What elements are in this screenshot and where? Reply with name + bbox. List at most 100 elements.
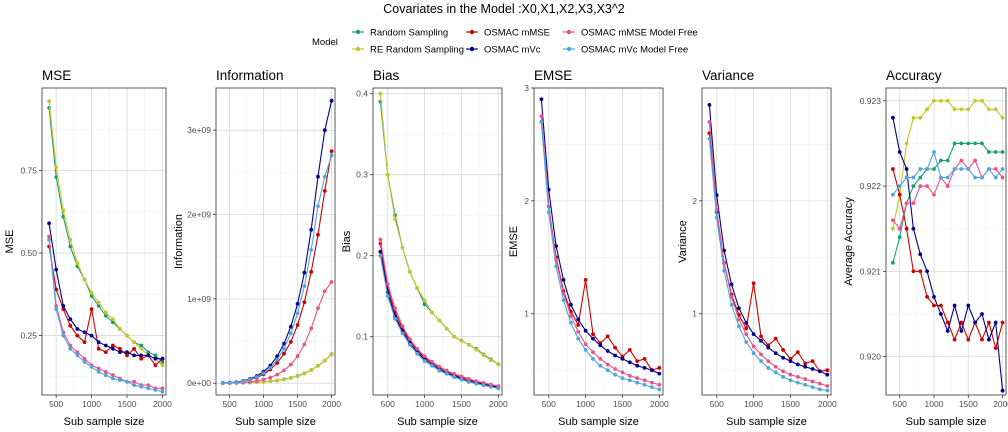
data-point — [393, 306, 397, 311]
data-point — [103, 313, 108, 318]
data-point — [818, 381, 822, 386]
data-point — [605, 349, 610, 353]
legend: Model Random Sampling RE Random Sampling OS… — [312, 28, 698, 56]
data-point — [973, 98, 977, 103]
data-point — [729, 282, 734, 287]
x-tick-label: 1500 — [613, 399, 632, 409]
data-point — [111, 346, 115, 351]
y-tick-label: 0.2 — [356, 251, 368, 261]
data-point — [408, 270, 412, 274]
data-point — [911, 269, 916, 274]
series-group — [707, 103, 830, 393]
data-point — [569, 302, 573, 307]
data-point — [825, 388, 830, 393]
data-point — [952, 141, 957, 146]
data-point — [932, 167, 936, 171]
data-point — [939, 158, 943, 163]
figure-title: Covariates in the Model :X0,X1,X2,X3,X3^… — [383, 2, 624, 16]
data-point — [288, 376, 293, 380]
data-point — [620, 376, 625, 380]
data-point — [766, 345, 771, 350]
data-point — [132, 383, 137, 387]
data-point — [911, 226, 916, 231]
data-point — [897, 235, 902, 240]
data-point — [737, 324, 741, 329]
data-point — [973, 175, 977, 180]
plot-area — [42, 88, 166, 395]
data-point — [466, 376, 471, 381]
data-point — [635, 376, 640, 380]
plot-area — [216, 88, 335, 395]
legend-key-point — [355, 46, 361, 52]
data-point — [139, 384, 144, 389]
legend-key-point — [566, 46, 572, 52]
data-point — [111, 320, 115, 325]
data-point — [966, 141, 971, 146]
data-point — [932, 303, 936, 308]
data-point — [132, 353, 137, 358]
data-point — [481, 383, 486, 388]
data-point — [146, 350, 151, 354]
data-point — [474, 381, 479, 386]
data-point — [111, 317, 115, 321]
data-point — [288, 362, 293, 367]
legend-item: OSMAC mVc — [466, 45, 541, 56]
data-point — [627, 360, 632, 365]
data-point — [993, 175, 998, 180]
data-point — [781, 348, 785, 352]
data-point — [160, 389, 165, 394]
data-point — [966, 337, 971, 342]
data-point — [302, 371, 307, 376]
data-point — [759, 352, 763, 357]
data-point — [773, 370, 778, 375]
y-tick-label: 0.921 — [860, 266, 882, 276]
data-point — [385, 172, 390, 177]
data-point — [737, 306, 741, 310]
data-point — [139, 356, 144, 361]
data-point — [466, 342, 471, 347]
data-point — [103, 350, 108, 354]
data-point — [657, 387, 662, 392]
data-point — [322, 128, 327, 133]
data-point — [118, 350, 122, 354]
data-point — [378, 91, 383, 96]
y-axis-label: MSE — [4, 230, 16, 254]
data-point — [422, 354, 427, 358]
data-point — [111, 376, 115, 381]
data-point — [773, 336, 778, 341]
data-point — [437, 364, 442, 369]
data-point — [987, 167, 991, 171]
data-point — [378, 253, 383, 258]
data-point — [268, 375, 273, 380]
legend-item: RE Random Sampling — [352, 45, 464, 56]
data-point — [496, 362, 501, 367]
data-point — [795, 375, 800, 379]
data-point — [275, 357, 280, 362]
data-point — [282, 346, 286, 351]
data-point — [68, 244, 73, 249]
data-point — [818, 369, 822, 374]
data-point — [759, 338, 763, 343]
panel-title: Bias — [373, 68, 400, 83]
data-point — [554, 264, 558, 269]
x-tick-label: 2000 — [153, 399, 172, 409]
data-point — [309, 368, 314, 373]
panel-border — [885, 87, 1007, 396]
data-point — [118, 378, 122, 382]
y-tick-label: 2e+09 — [187, 210, 211, 220]
data-point — [959, 320, 964, 325]
data-point — [583, 342, 588, 347]
data-point — [54, 165, 59, 170]
data-point — [810, 385, 815, 389]
data-point — [598, 363, 603, 368]
data-point — [945, 158, 950, 163]
panel-title: Accuracy — [886, 68, 942, 83]
data-point — [393, 317, 397, 321]
data-point — [788, 359, 793, 363]
data-point — [911, 115, 916, 120]
data-point — [788, 378, 793, 383]
data-point — [707, 120, 712, 124]
data-point — [966, 107, 971, 112]
data-point — [932, 98, 936, 103]
